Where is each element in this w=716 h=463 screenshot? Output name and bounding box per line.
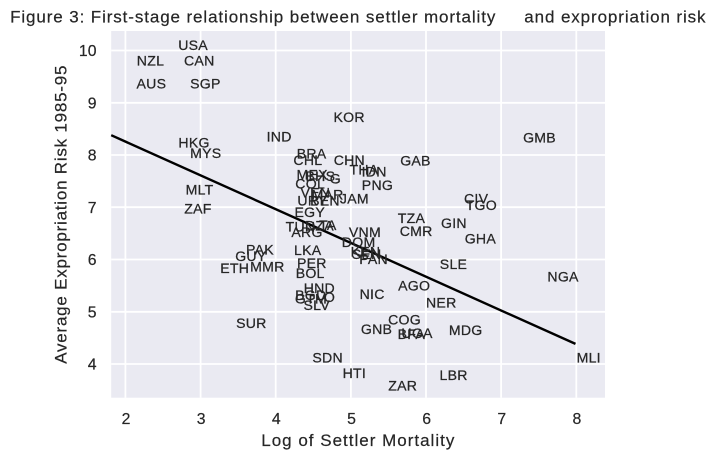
svg-text:MDG: MDG (449, 322, 483, 338)
svg-text:MLT: MLT (186, 182, 214, 198)
svg-text:TGO: TGO (466, 197, 497, 213)
svg-text:6: 6 (88, 252, 97, 269)
svg-text:CHL: CHL (293, 152, 322, 168)
svg-text:TA: TA (319, 217, 337, 233)
svg-text:CIV: CIV (464, 191, 489, 207)
svg-text:BEN: BEN (310, 193, 340, 209)
svg-text:MLI: MLI (577, 349, 601, 365)
svg-text:GMB: GMB (523, 130, 556, 146)
svg-text:MYS: MYS (190, 145, 221, 161)
svg-text:NZL: NZL (137, 53, 164, 69)
svg-text:NGA: NGA (547, 269, 579, 285)
svg-text:BRA: BRA (297, 146, 327, 162)
svg-text:SLE: SLE (440, 256, 467, 272)
svg-text:KOR: KOR (334, 109, 365, 125)
svg-text:URY: URY (297, 192, 328, 208)
svg-text:AGO: AGO (398, 277, 430, 293)
svg-text:BHS: BHS (306, 168, 336, 184)
svg-text:SGP: SGP (190, 75, 221, 91)
svg-text:MAR: MAR (312, 186, 344, 202)
svg-text:NER: NER (426, 295, 457, 311)
svg-text:CMR: CMR (400, 223, 433, 239)
svg-text:KEN: KEN (351, 243, 381, 259)
svg-text:EGY: EGY (295, 204, 326, 220)
svg-text:4: 4 (272, 411, 281, 428)
svg-text:GIN: GIN (441, 215, 467, 231)
svg-text:4: 4 (88, 357, 97, 374)
svg-text:ARG: ARG (291, 224, 322, 240)
svg-text:AUS: AUS (137, 75, 167, 91)
svg-text:HKG: HKG (178, 134, 209, 150)
svg-text:O: O (324, 289, 335, 305)
svg-text:5: 5 (88, 304, 97, 321)
svg-text:MMR: MMR (250, 258, 284, 274)
svg-text:GUY: GUY (235, 248, 267, 264)
svg-text:HND: HND (304, 280, 335, 296)
svg-text:ZAR: ZAR (388, 377, 417, 393)
svg-text:ZAF: ZAF (184, 200, 212, 216)
svg-text:GNB: GNB (361, 321, 392, 337)
svg-text:MEX: MEX (297, 166, 329, 182)
svg-text:LBR: LBR (440, 367, 468, 383)
svg-text:PAK: PAK (246, 241, 274, 257)
svg-text:PNG: PNG (362, 177, 393, 193)
svg-text:SDN: SDN (312, 349, 343, 365)
svg-text:8: 8 (573, 411, 582, 428)
svg-text:IND: IND (267, 129, 292, 145)
svg-text:Log of Settler Mortality: Log of Settler Mortality (261, 431, 455, 450)
svg-text:LKA: LKA (294, 242, 322, 258)
svg-text:BFA: BFA (398, 326, 426, 342)
svg-text:6: 6 (422, 411, 431, 428)
svg-text:TZA: TZA (398, 210, 426, 226)
svg-text:GAB: GAB (400, 152, 431, 168)
svg-text:VNM: VNM (349, 224, 381, 240)
svg-text:CAN: CAN (184, 53, 215, 69)
svg-text:3: 3 (197, 411, 206, 428)
svg-text:8: 8 (88, 148, 97, 165)
svg-text:PER: PER (297, 255, 327, 271)
svg-text:7: 7 (88, 200, 97, 217)
svg-text:HTI: HTI (343, 365, 366, 381)
svg-text:SEN: SEN (352, 246, 382, 262)
svg-text:COL: COL (295, 176, 325, 192)
svg-text:USA: USA (178, 37, 208, 53)
svg-text:SLV: SLV (304, 297, 331, 313)
svg-text:BGD: BGD (295, 287, 326, 303)
svg-text:10: 10 (79, 43, 97, 60)
svg-text:5: 5 (347, 411, 356, 428)
svg-text:DZA: DZA (305, 217, 334, 233)
svg-text:Average Expropriation Risk 198: Average Expropriation Risk 1985-95 (52, 65, 71, 364)
svg-text:COG: COG (388, 312, 421, 328)
svg-text:THA: THA (350, 162, 379, 178)
svg-text:JAM: JAM (340, 190, 369, 206)
svg-text:Figure 3: First-stage relation: Figure 3: First-stage relationship betwe… (10, 7, 706, 26)
svg-text:DOM: DOM (342, 234, 376, 250)
svg-text:VEN: VEN (301, 185, 331, 201)
svg-text:SUR: SUR (236, 315, 267, 331)
svg-text:7: 7 (497, 411, 506, 428)
svg-text:G: G (330, 171, 341, 187)
svg-text:2: 2 (122, 411, 131, 428)
svg-text:PAN: PAN (359, 251, 388, 267)
svg-text:GTM: GTM (295, 291, 327, 307)
svg-text:CHN: CHN (334, 152, 365, 168)
svg-text:GHA: GHA (465, 230, 497, 246)
svg-text:ETH: ETH (220, 260, 249, 276)
svg-text:BOL: BOL (296, 265, 325, 281)
svg-text:UGA: UGA (401, 325, 433, 341)
svg-text:IDN: IDN (362, 163, 387, 179)
svg-text:9: 9 (88, 95, 97, 112)
svg-text:TUN: TUN (286, 219, 316, 235)
svg-text:NIC: NIC (360, 286, 385, 302)
